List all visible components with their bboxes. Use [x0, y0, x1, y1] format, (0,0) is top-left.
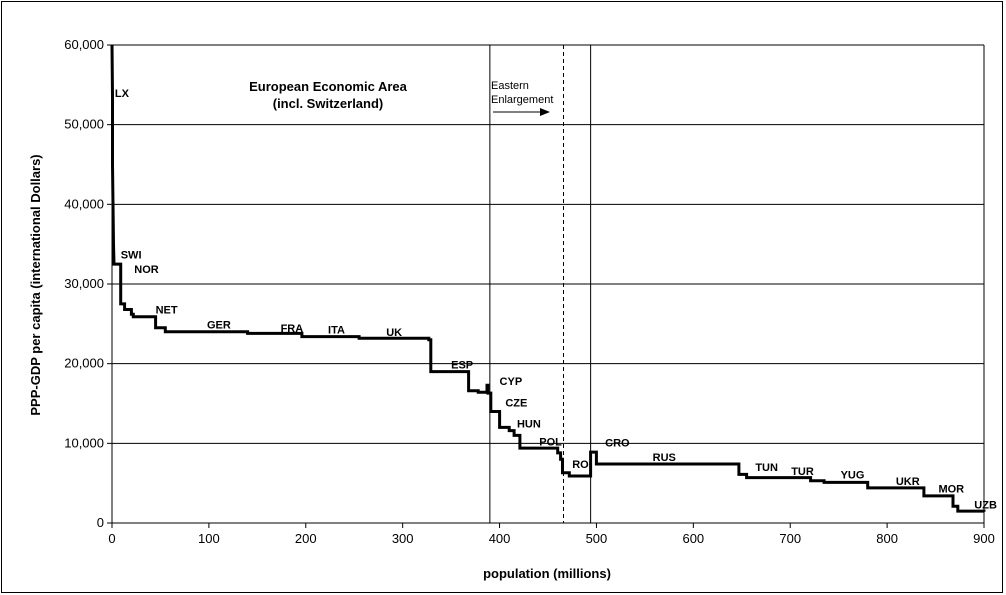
country-label: UZB — [974, 500, 997, 512]
axes: 0 10,000 20,000 30,000 40,000 50,000 60,000 0 10… — [64, 37, 995, 546]
country-label: TUR — [791, 466, 814, 478]
country-label: NOR — [134, 264, 159, 276]
y-tick-label: 30,000 — [64, 276, 104, 291]
reference-lines — [489, 45, 592, 523]
x-tick-label: 100 — [198, 531, 220, 546]
x-tick-label: 700 — [779, 531, 801, 546]
country-label: RUS — [653, 452, 676, 464]
y-tick-label: 50,000 — [64, 117, 104, 132]
series-line — [110, 44, 986, 513]
y-tick-label: 40,000 — [64, 196, 104, 211]
country-labels: LX SWI NOR NET GER FRA ITA UK ESP CYP CZE HUN POL CRO… — [115, 88, 997, 512]
x-tick-label: 800 — [876, 531, 898, 546]
country-label: CYP — [500, 376, 523, 388]
x-tick-label: 400 — [489, 531, 511, 546]
x-tick-label: 0 — [108, 531, 115, 546]
x-tick-label: 500 — [586, 531, 608, 546]
country-label: FRA — [281, 323, 304, 335]
y-tick-label: 20,000 — [64, 356, 104, 371]
y-tick-label: 60,000 — [64, 37, 104, 52]
x-tick-label: 900 — [973, 531, 995, 546]
country-label: SWI — [121, 250, 142, 262]
country-label: UKR — [896, 476, 920, 488]
country-label: TUN — [755, 462, 778, 474]
country-label: CRO — [605, 438, 630, 450]
country-label: POL — [539, 437, 562, 449]
eastern-enlargement-line2: Enlargement — [491, 94, 553, 106]
eea-title-line1: European Economic Area — [249, 79, 407, 94]
country-label: UK — [386, 327, 402, 339]
eea-title-line2: (incl. Switzerland) — [273, 96, 384, 111]
eastern-enlargement-arrowhead — [540, 108, 550, 116]
country-label: LX — [115, 88, 130, 100]
gridlines — [112, 44, 984, 444]
series-layer — [110, 44, 986, 513]
country-label: ITA — [328, 324, 345, 336]
country-label: GER — [207, 320, 231, 332]
x-axis-title: population (millions) — [483, 566, 611, 581]
country-label: ESP — [451, 359, 473, 371]
country-label: CZE — [505, 398, 527, 410]
country-label: YUG — [841, 469, 865, 481]
y-axis-title: PPP-GDP per capita (international Dollar… — [28, 154, 43, 415]
country-label: RO — [572, 459, 589, 471]
x-tick-label: 600 — [682, 531, 704, 546]
country-label: NET — [156, 304, 178, 316]
annotations: European Economic Area (incl. Switzerlan… — [249, 79, 553, 116]
y-tick-label: 0 — [97, 515, 104, 530]
eastern-enlargement-line1: Eastern — [491, 80, 529, 92]
country-label: HUN — [517, 418, 541, 430]
x-tick-label: 200 — [295, 531, 317, 546]
x-tick-label: 300 — [392, 531, 414, 546]
country-label: MOR — [938, 484, 964, 496]
y-tick-label: 10,000 — [64, 435, 104, 450]
